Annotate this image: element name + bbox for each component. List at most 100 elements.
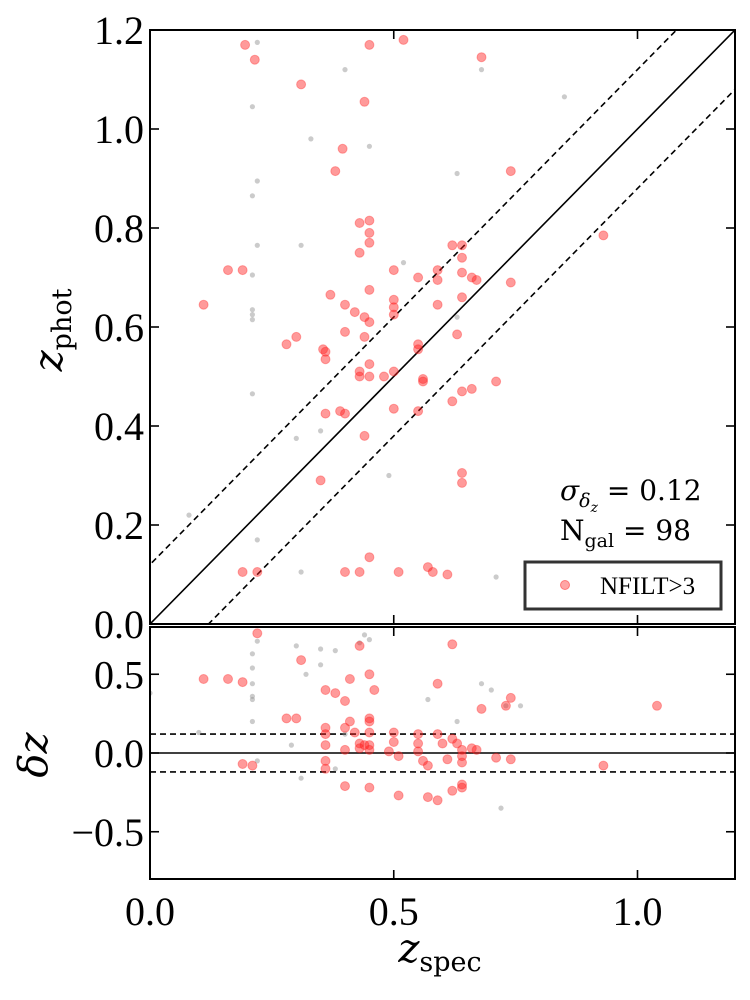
point-nfilt-3 xyxy=(364,39,375,50)
point-other-18 xyxy=(488,687,494,693)
y-tick-label: 0.8 xyxy=(94,206,144,251)
svg-text:σδz = 0.12: σδz = 0.12 xyxy=(560,474,702,516)
point-nfilt-67 xyxy=(413,406,424,417)
point-nfilt-32 xyxy=(364,727,375,738)
y-label-sub: phot xyxy=(47,288,78,350)
point-other-5 xyxy=(361,632,368,638)
point-nfilt-1 xyxy=(249,54,260,65)
point-other-11 xyxy=(249,272,255,278)
point-other-19 xyxy=(254,537,260,543)
point-nfilt-59 xyxy=(447,396,458,407)
point-nfilt-11 xyxy=(364,215,375,226)
bottom-y-axis-label: δz xyxy=(11,731,57,777)
point-other-19 xyxy=(503,703,509,709)
point-nfilt-68 xyxy=(447,785,458,796)
point-nfilt-24 xyxy=(340,722,350,733)
point-nfilt-44 xyxy=(413,738,424,749)
point-other-5 xyxy=(366,143,372,149)
point-nfilt-25 xyxy=(388,265,399,276)
x-axis-label: zspec xyxy=(397,926,481,978)
point-nfilt-8 xyxy=(330,688,341,699)
point-nfilt-65 xyxy=(237,759,248,769)
point-nfilt-39 xyxy=(388,727,399,738)
x-tick-label: 0.0 xyxy=(125,889,175,934)
legend: NFILT>3 xyxy=(523,560,723,611)
point-nfilt-36 xyxy=(340,781,350,792)
point-nfilt-13 xyxy=(432,678,443,689)
point-nfilt-26 xyxy=(349,727,360,738)
point-nfilt-19 xyxy=(320,722,331,733)
point-other-21 xyxy=(493,574,499,580)
top-points xyxy=(186,34,609,580)
point-nfilt-21 xyxy=(320,740,331,751)
x-label-main: z xyxy=(397,926,420,972)
point-nfilt-46 xyxy=(418,755,428,766)
point-other-24 xyxy=(386,472,392,479)
point-nfilt-7 xyxy=(320,685,331,695)
point-other-11 xyxy=(249,696,255,703)
svg-text:Ngal = 98: Ngal = 98 xyxy=(560,514,691,552)
point-nfilt-60 xyxy=(457,386,467,397)
point-nfilt-53 xyxy=(364,359,375,370)
point-other-2 xyxy=(478,67,485,73)
annotation: σδz = 0.12 Ngal = 98 xyxy=(560,474,702,552)
point-nfilt-22 xyxy=(320,755,331,766)
point-other-17 xyxy=(293,435,299,441)
point-other-10 xyxy=(298,242,304,248)
delta-z-label: δz xyxy=(11,731,57,777)
point-other-1 xyxy=(342,67,348,73)
point-other-27 xyxy=(318,662,324,668)
point-nfilt-19 xyxy=(223,265,233,276)
point-other-16 xyxy=(298,775,304,781)
point-nfilt-1 xyxy=(354,640,365,651)
point-nfilt-59 xyxy=(466,743,477,754)
point-nfilt-64 xyxy=(340,408,350,419)
point-other-2 xyxy=(293,643,299,649)
point-nfilt-32 xyxy=(505,277,516,288)
point-other-24 xyxy=(425,696,431,703)
point-nfilt-12 xyxy=(369,685,380,695)
point-nfilt-60 xyxy=(471,744,482,755)
point-nfilt-79 xyxy=(354,567,365,577)
point-nfilt-63 xyxy=(335,406,346,417)
top-ticks: 0.0 0.2 0.4 0.6 0.8 1.0 1.2 xyxy=(94,8,735,647)
point-nfilt-74 xyxy=(364,552,375,563)
point-other-26 xyxy=(332,648,338,654)
point-nfilt-41 xyxy=(281,339,292,350)
point-nfilt-16 xyxy=(652,700,662,711)
point-nfilt-45 xyxy=(413,746,424,757)
point-nfilt-11 xyxy=(364,669,375,680)
point-nfilt-0 xyxy=(240,39,251,50)
point-nfilt-28 xyxy=(354,743,365,754)
top-reference-lines xyxy=(150,30,735,624)
point-nfilt-61 xyxy=(491,376,502,387)
point-nfilt-58 xyxy=(418,376,428,387)
sigma-symbol: σ xyxy=(560,474,580,507)
point-nfilt-34 xyxy=(364,744,375,755)
point-nfilt-58 xyxy=(457,779,467,790)
y-tick-label: 1.0 xyxy=(94,107,144,152)
point-nfilt-10 xyxy=(354,218,365,228)
point-nfilt-62 xyxy=(320,408,331,419)
point-other-13 xyxy=(196,729,202,736)
point-nfilt-12 xyxy=(364,227,375,238)
point-nfilt-23 xyxy=(340,299,350,310)
point-nfilt-73 xyxy=(340,567,350,577)
point-nfilt-50 xyxy=(452,329,463,340)
point-nfilt-6 xyxy=(296,655,307,666)
point-nfilt-37 xyxy=(364,782,375,793)
point-nfilt-76 xyxy=(422,562,433,573)
point-nfilt-31 xyxy=(471,275,482,285)
point-nfilt-15 xyxy=(500,700,511,711)
y-label-main: z xyxy=(26,349,72,372)
point-nfilt-26 xyxy=(413,272,424,283)
point-nfilt-2 xyxy=(447,639,458,650)
point-nfilt-40 xyxy=(457,292,467,303)
point-nfilt-44 xyxy=(320,346,331,357)
point-other-4 xyxy=(308,136,314,142)
point-nfilt-64 xyxy=(598,760,609,771)
svg-text:zphot: zphot xyxy=(26,288,78,372)
point-nfilt-16 xyxy=(457,240,467,251)
point-nfilt-4 xyxy=(223,674,233,684)
